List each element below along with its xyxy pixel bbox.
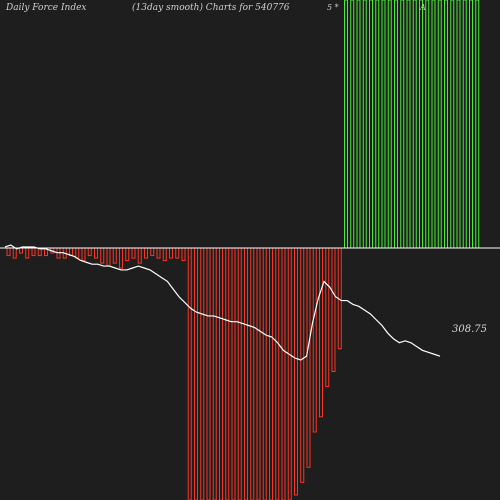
price-line [4, 244, 441, 361]
chart-title-center: (13day smooth) Charts for 540776 [132, 2, 290, 13]
last-value-label: 308.75 [452, 324, 487, 335]
top-marker-b: A [419, 3, 426, 12]
top-marker-a: 5 * [327, 3, 339, 12]
chart-title-left: Daily Force Index [5, 3, 87, 13]
